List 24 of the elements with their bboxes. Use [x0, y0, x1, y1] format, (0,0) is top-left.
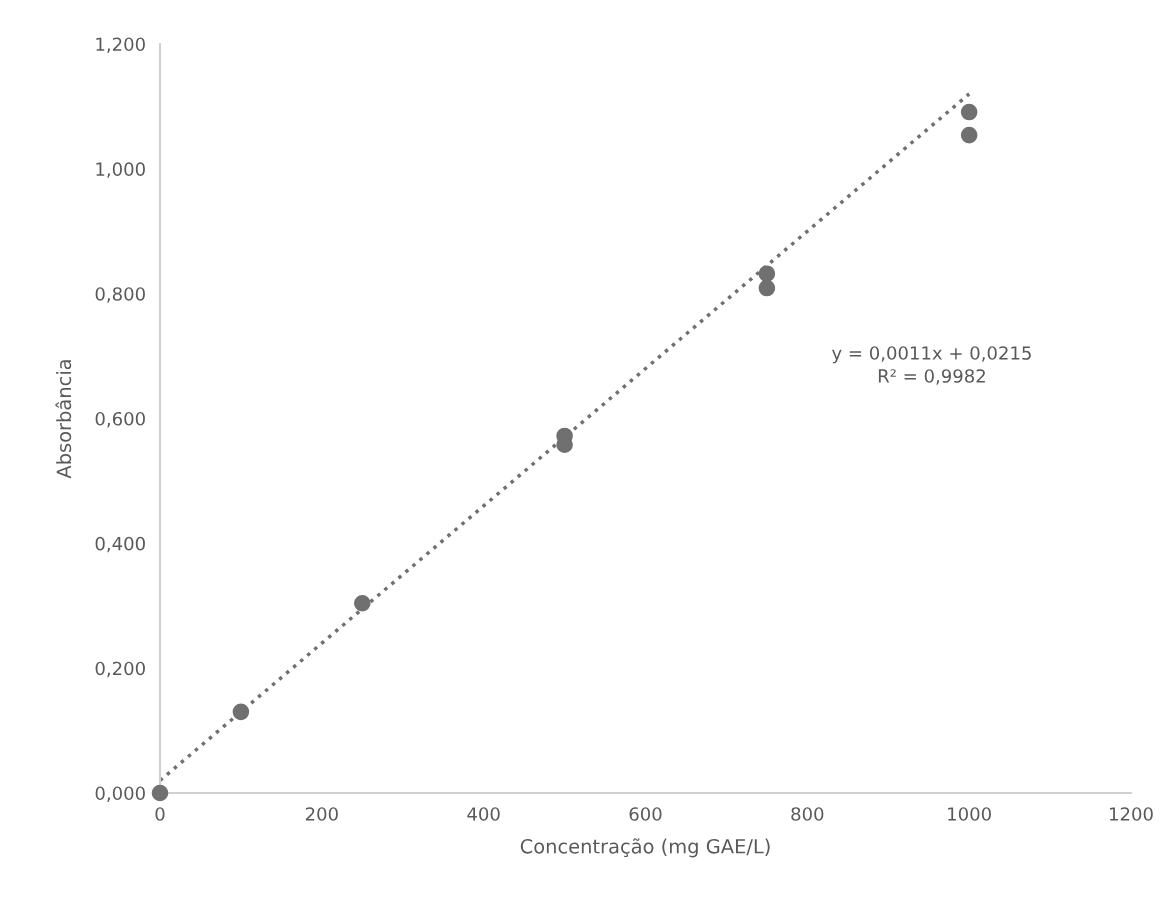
- x-tick-label: 0: [155, 807, 165, 821]
- y-tick-label: 1,000: [96, 162, 145, 178]
- point: [353, 594, 371, 612]
- x-tick-label: 1200: [1110, 807, 1153, 821]
- y-tick-label: 0,600: [95, 411, 145, 428]
- point: [758, 265, 776, 282]
- x-tick-label: 200: [305, 807, 338, 821]
- x-tick-label: 1000: [948, 807, 991, 821]
- x-tick-label: 400: [467, 807, 500, 821]
- point: [960, 103, 978, 121]
- y-tick-label: 0,400: [95, 536, 145, 553]
- point: [960, 126, 978, 144]
- y-tick-label: 0,000: [95, 786, 145, 802]
- x-tick-label: 600: [629, 807, 662, 821]
- x-axis-title: Concentração (mg GAE/L): [520, 838, 770, 858]
- x-tick-label: 800: [791, 807, 824, 821]
- y-axis-title: Absorbância: [55, 360, 72, 479]
- point: [758, 279, 776, 297]
- annotation: y = 0,0011x + 0,0215 R² = 0,9982: [832, 346, 1031, 385]
- y-tick-label: 0,200: [95, 661, 145, 678]
- point: [232, 703, 250, 721]
- y-tick-label: 0,800: [95, 287, 145, 303]
- y-tick-label: 1,200: [96, 37, 145, 53]
- point: [151, 784, 169, 802]
